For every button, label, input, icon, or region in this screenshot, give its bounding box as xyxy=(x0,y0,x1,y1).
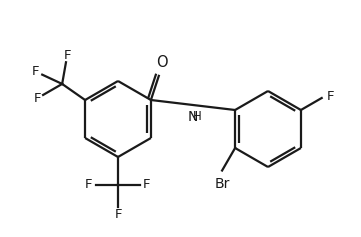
Text: N: N xyxy=(188,110,198,124)
Text: F: F xyxy=(327,90,334,102)
Text: F: F xyxy=(114,208,122,220)
Text: F: F xyxy=(32,65,40,78)
Text: F: F xyxy=(64,49,71,62)
Text: Br: Br xyxy=(214,177,230,191)
Text: F: F xyxy=(33,92,41,105)
Text: F: F xyxy=(85,178,93,191)
Text: F: F xyxy=(143,178,151,191)
Text: O: O xyxy=(156,55,168,70)
Text: H: H xyxy=(193,110,201,123)
